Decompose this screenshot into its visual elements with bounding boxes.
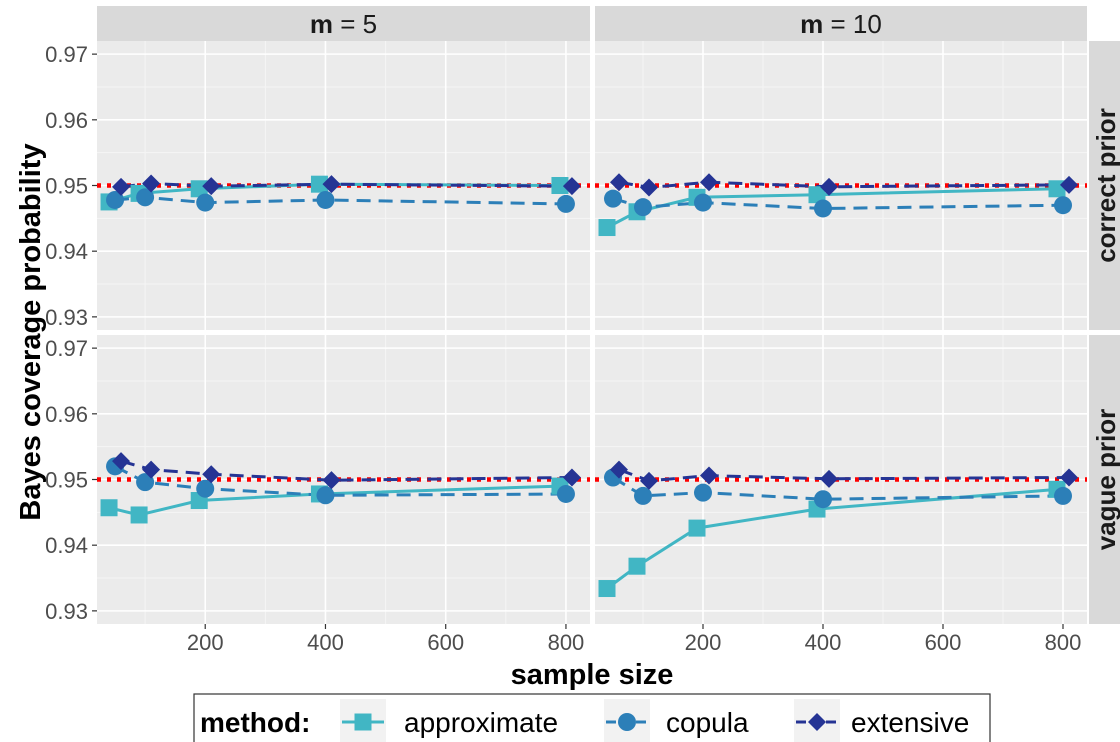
y-tick-label: 0.93 xyxy=(45,305,88,330)
strip-label-value: = 5 xyxy=(333,9,377,39)
strip-correct: correct prior xyxy=(1089,41,1120,330)
point-copula xyxy=(634,487,652,505)
y-tick-label: 0.97 xyxy=(45,336,88,361)
point-copula xyxy=(814,199,832,217)
point-copula xyxy=(694,484,712,502)
y-axis-title: Bayes coverage probability xyxy=(15,143,47,520)
x-tick-label: 200 xyxy=(685,630,722,655)
legend-key-circle-icon xyxy=(618,713,636,731)
y-tick-label: 0.96 xyxy=(45,402,88,427)
x-tick-label: 800 xyxy=(548,630,585,655)
x-tick-label: 800 xyxy=(1045,630,1082,655)
point-approximate xyxy=(599,580,616,597)
point-copula xyxy=(1054,196,1072,214)
point-approximate xyxy=(131,506,148,523)
strip-label: m = 5 xyxy=(310,9,377,39)
point-copula xyxy=(694,194,712,212)
panels-layer xyxy=(97,41,1087,624)
point-copula xyxy=(1054,487,1072,505)
y-tick-label: 0.94 xyxy=(45,239,88,264)
strip-label: m = 10 xyxy=(800,9,882,39)
y-axis-vague: 0.93 0.94 0.95 0.96 0.97 xyxy=(45,336,97,624)
strip-label-symbol: m xyxy=(310,9,333,39)
point-approximate xyxy=(101,499,118,516)
legend-label: approximate xyxy=(404,707,558,738)
strip-vague: vague prior xyxy=(1089,335,1120,624)
y-tick-label: 0.93 xyxy=(45,599,88,624)
point-copula xyxy=(557,195,575,213)
x-axis-m10: 200 400 600 800 xyxy=(685,624,1082,655)
point-copula xyxy=(557,485,575,503)
x-tick-label: 200 xyxy=(187,630,224,655)
point-approximate xyxy=(599,219,616,236)
point-copula xyxy=(814,490,832,508)
point-approximate xyxy=(689,520,706,537)
legend: method: approximate copula extensive xyxy=(194,694,990,742)
point-approximate xyxy=(629,558,646,575)
y-tick-label: 0.95 xyxy=(45,468,88,493)
x-axis-m5: 200 400 600 800 xyxy=(187,624,584,655)
strip-label-symbol: m xyxy=(800,9,823,39)
y-tick-label: 0.95 xyxy=(45,174,88,199)
x-tick-label: 600 xyxy=(925,630,962,655)
x-tick-label: 600 xyxy=(427,630,464,655)
legend-title: method: xyxy=(200,707,310,738)
strip-label: correct prior xyxy=(1091,108,1120,263)
x-tick-label: 400 xyxy=(307,630,344,655)
x-axis-title: sample size xyxy=(511,659,674,691)
y-tick-label: 0.96 xyxy=(45,108,88,133)
point-copula xyxy=(196,194,214,212)
point-copula xyxy=(316,191,334,209)
y-tick-label: 0.97 xyxy=(45,42,88,67)
x-tick-label: 400 xyxy=(805,630,842,655)
y-tick-label: 0.94 xyxy=(45,533,88,558)
legend-label: extensive xyxy=(851,707,969,738)
strip-label-value: = 10 xyxy=(823,9,882,39)
point-copula xyxy=(604,190,622,208)
legend-key-square-icon xyxy=(355,714,372,731)
legend-label: copula xyxy=(666,707,749,738)
y-axis-correct: 0.93 0.94 0.95 0.96 0.97 xyxy=(45,42,97,330)
point-copula xyxy=(316,486,334,504)
strip-m5: m = 5 xyxy=(97,6,590,41)
strip-label: vague prior xyxy=(1091,409,1120,551)
strip-m10: m = 10 xyxy=(595,6,1087,41)
point-copula xyxy=(634,198,652,216)
